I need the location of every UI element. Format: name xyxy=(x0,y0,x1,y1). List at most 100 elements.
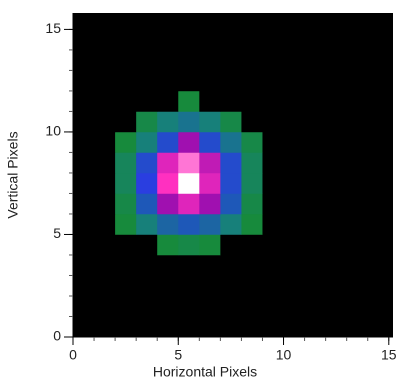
pixel xyxy=(73,70,94,91)
pixel xyxy=(326,234,347,255)
pixel xyxy=(347,70,368,91)
pixel xyxy=(157,296,178,317)
pixel xyxy=(115,316,136,337)
pixel xyxy=(115,214,136,235)
pixel xyxy=(220,214,241,235)
pixel xyxy=(326,29,347,50)
pixel xyxy=(220,70,241,91)
y-tick-label: 15 xyxy=(45,20,61,36)
pixel xyxy=(368,29,389,50)
pixel xyxy=(241,255,262,276)
pixel xyxy=(220,275,241,296)
pixel xyxy=(136,91,157,112)
pixel xyxy=(284,296,305,317)
pixel xyxy=(241,9,262,30)
pixel xyxy=(389,152,401,173)
pixel xyxy=(305,70,326,91)
pixel xyxy=(94,275,115,296)
pixel xyxy=(241,70,262,91)
pixel xyxy=(347,50,368,71)
pixel xyxy=(284,275,305,296)
pixel xyxy=(368,193,389,214)
pixel xyxy=(305,91,326,112)
pixel xyxy=(115,132,136,153)
pixel xyxy=(220,152,241,173)
pixel xyxy=(389,316,401,337)
pixel xyxy=(262,193,283,214)
pixel xyxy=(94,132,115,153)
pixel xyxy=(368,9,389,30)
pixel xyxy=(305,9,326,30)
pixel xyxy=(347,214,368,235)
pixel xyxy=(220,234,241,255)
pixel xyxy=(157,214,178,235)
pixel xyxy=(199,275,220,296)
pixel xyxy=(199,91,220,112)
pixel xyxy=(199,111,220,132)
pixel xyxy=(136,234,157,255)
pixel xyxy=(178,255,199,276)
pixel xyxy=(262,50,283,71)
pixel xyxy=(136,50,157,71)
pixel xyxy=(73,152,94,173)
pixel xyxy=(368,70,389,91)
pixel xyxy=(199,132,220,153)
pixel xyxy=(178,152,199,173)
pixel xyxy=(305,132,326,153)
pixel xyxy=(220,255,241,276)
pixel xyxy=(73,173,94,194)
pixel xyxy=(73,193,94,214)
pixel xyxy=(136,70,157,91)
pixel xyxy=(199,296,220,317)
pixel xyxy=(136,29,157,50)
pixel xyxy=(178,316,199,337)
pixel xyxy=(389,214,401,235)
pixel xyxy=(326,111,347,132)
pixel xyxy=(284,255,305,276)
pixel xyxy=(241,29,262,50)
pixel xyxy=(115,29,136,50)
pixel xyxy=(326,91,347,112)
y-tick-label: 5 xyxy=(53,225,61,241)
pixel xyxy=(220,29,241,50)
pixel xyxy=(326,316,347,337)
pixel xyxy=(389,193,401,214)
pixel xyxy=(305,152,326,173)
pixel xyxy=(368,296,389,317)
pixel xyxy=(241,91,262,112)
pixel xyxy=(220,91,241,112)
pixel xyxy=(305,316,326,337)
pixel xyxy=(157,234,178,255)
pixel xyxy=(326,70,347,91)
pixel xyxy=(326,152,347,173)
pixel xyxy=(157,193,178,214)
pixel xyxy=(136,193,157,214)
pixel xyxy=(326,193,347,214)
pixel xyxy=(73,255,94,276)
pixel xyxy=(241,275,262,296)
pixel xyxy=(305,193,326,214)
pixel xyxy=(115,152,136,173)
pixel xyxy=(241,111,262,132)
x-tick-label: 0 xyxy=(69,347,77,363)
pixel xyxy=(262,275,283,296)
pixel xyxy=(284,173,305,194)
pixel xyxy=(326,275,347,296)
x-tick-label: 15 xyxy=(381,347,397,363)
pixel xyxy=(115,255,136,276)
pixel xyxy=(94,29,115,50)
plot-area xyxy=(73,9,401,337)
pixel xyxy=(94,173,115,194)
pixel xyxy=(262,9,283,30)
pixel xyxy=(73,214,94,235)
pixel xyxy=(368,132,389,153)
pixel xyxy=(73,91,94,112)
pixel xyxy=(284,9,305,30)
pixel xyxy=(389,255,401,276)
pixel xyxy=(157,9,178,30)
pixel xyxy=(326,9,347,30)
pixel xyxy=(326,132,347,153)
pixel xyxy=(262,111,283,132)
pixel xyxy=(115,50,136,71)
pixel xyxy=(326,255,347,276)
